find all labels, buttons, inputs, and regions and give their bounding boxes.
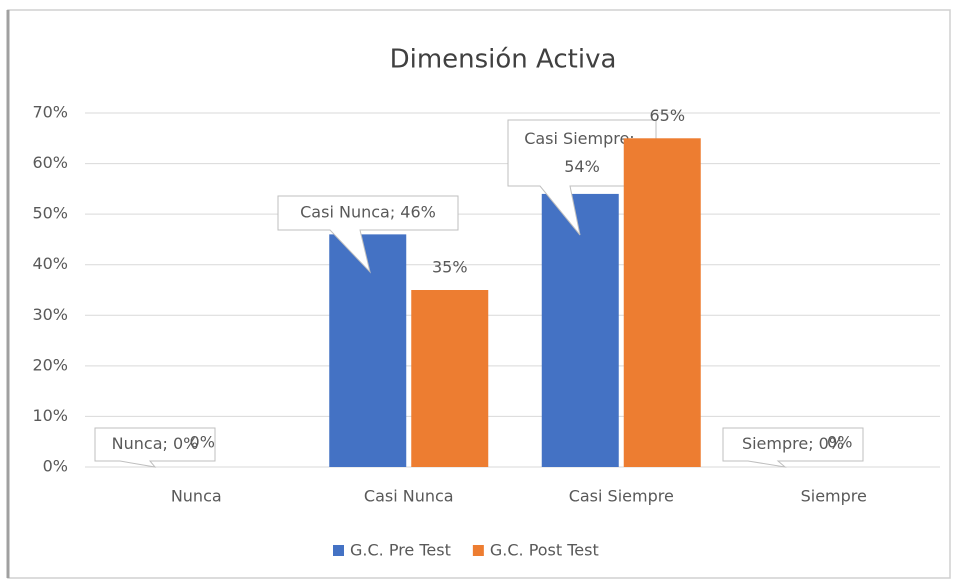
data-label: 0%	[827, 433, 852, 452]
x-tick-label: Siempre	[801, 487, 867, 506]
data-label: Casi Nunca; 46%	[300, 203, 436, 222]
y-tick-label: 20%	[32, 355, 68, 374]
bar	[541, 193, 619, 467]
data-label: 65%	[649, 106, 685, 125]
data-label: Siempre; 0%	[742, 434, 844, 453]
callout-box	[94, 427, 216, 468]
y-tick-label: 10%	[32, 406, 68, 425]
chart-title: Dimensión Activa	[390, 45, 617, 75]
callout-box	[277, 195, 459, 274]
y-tick-label: 70%	[32, 103, 68, 122]
data-label: Nunca; 0%	[112, 434, 199, 453]
y-tick-label: 0%	[43, 457, 68, 476]
legend-label: G.C. Post Test	[490, 541, 599, 560]
legend-swatch	[333, 545, 344, 556]
y-tick-label: 50%	[32, 204, 68, 223]
y-tick-label: 60%	[32, 153, 68, 172]
data-label-line: 54%	[564, 157, 600, 176]
x-tick-label: Casi Nunca	[364, 487, 454, 506]
callout-box	[507, 119, 657, 236]
bar	[411, 290, 489, 467]
bar	[329, 234, 407, 467]
data-label: Casi Siempre; 54%	[524, 129, 640, 176]
data-label: 0%	[190, 433, 215, 452]
x-tick-label: Nunca	[171, 487, 222, 506]
y-tick-label: 40%	[32, 254, 68, 273]
callout-box	[722, 427, 864, 468]
bar	[623, 138, 701, 468]
legend-label: G.C. Pre Test	[350, 541, 451, 560]
x-tick-label: Casi Siempre	[569, 487, 674, 506]
y-tick-label: 30%	[32, 305, 68, 324]
data-label-line: Casi Siempre;	[524, 129, 640, 148]
legend-swatch	[472, 545, 484, 556]
data-label: 35%	[432, 258, 468, 277]
